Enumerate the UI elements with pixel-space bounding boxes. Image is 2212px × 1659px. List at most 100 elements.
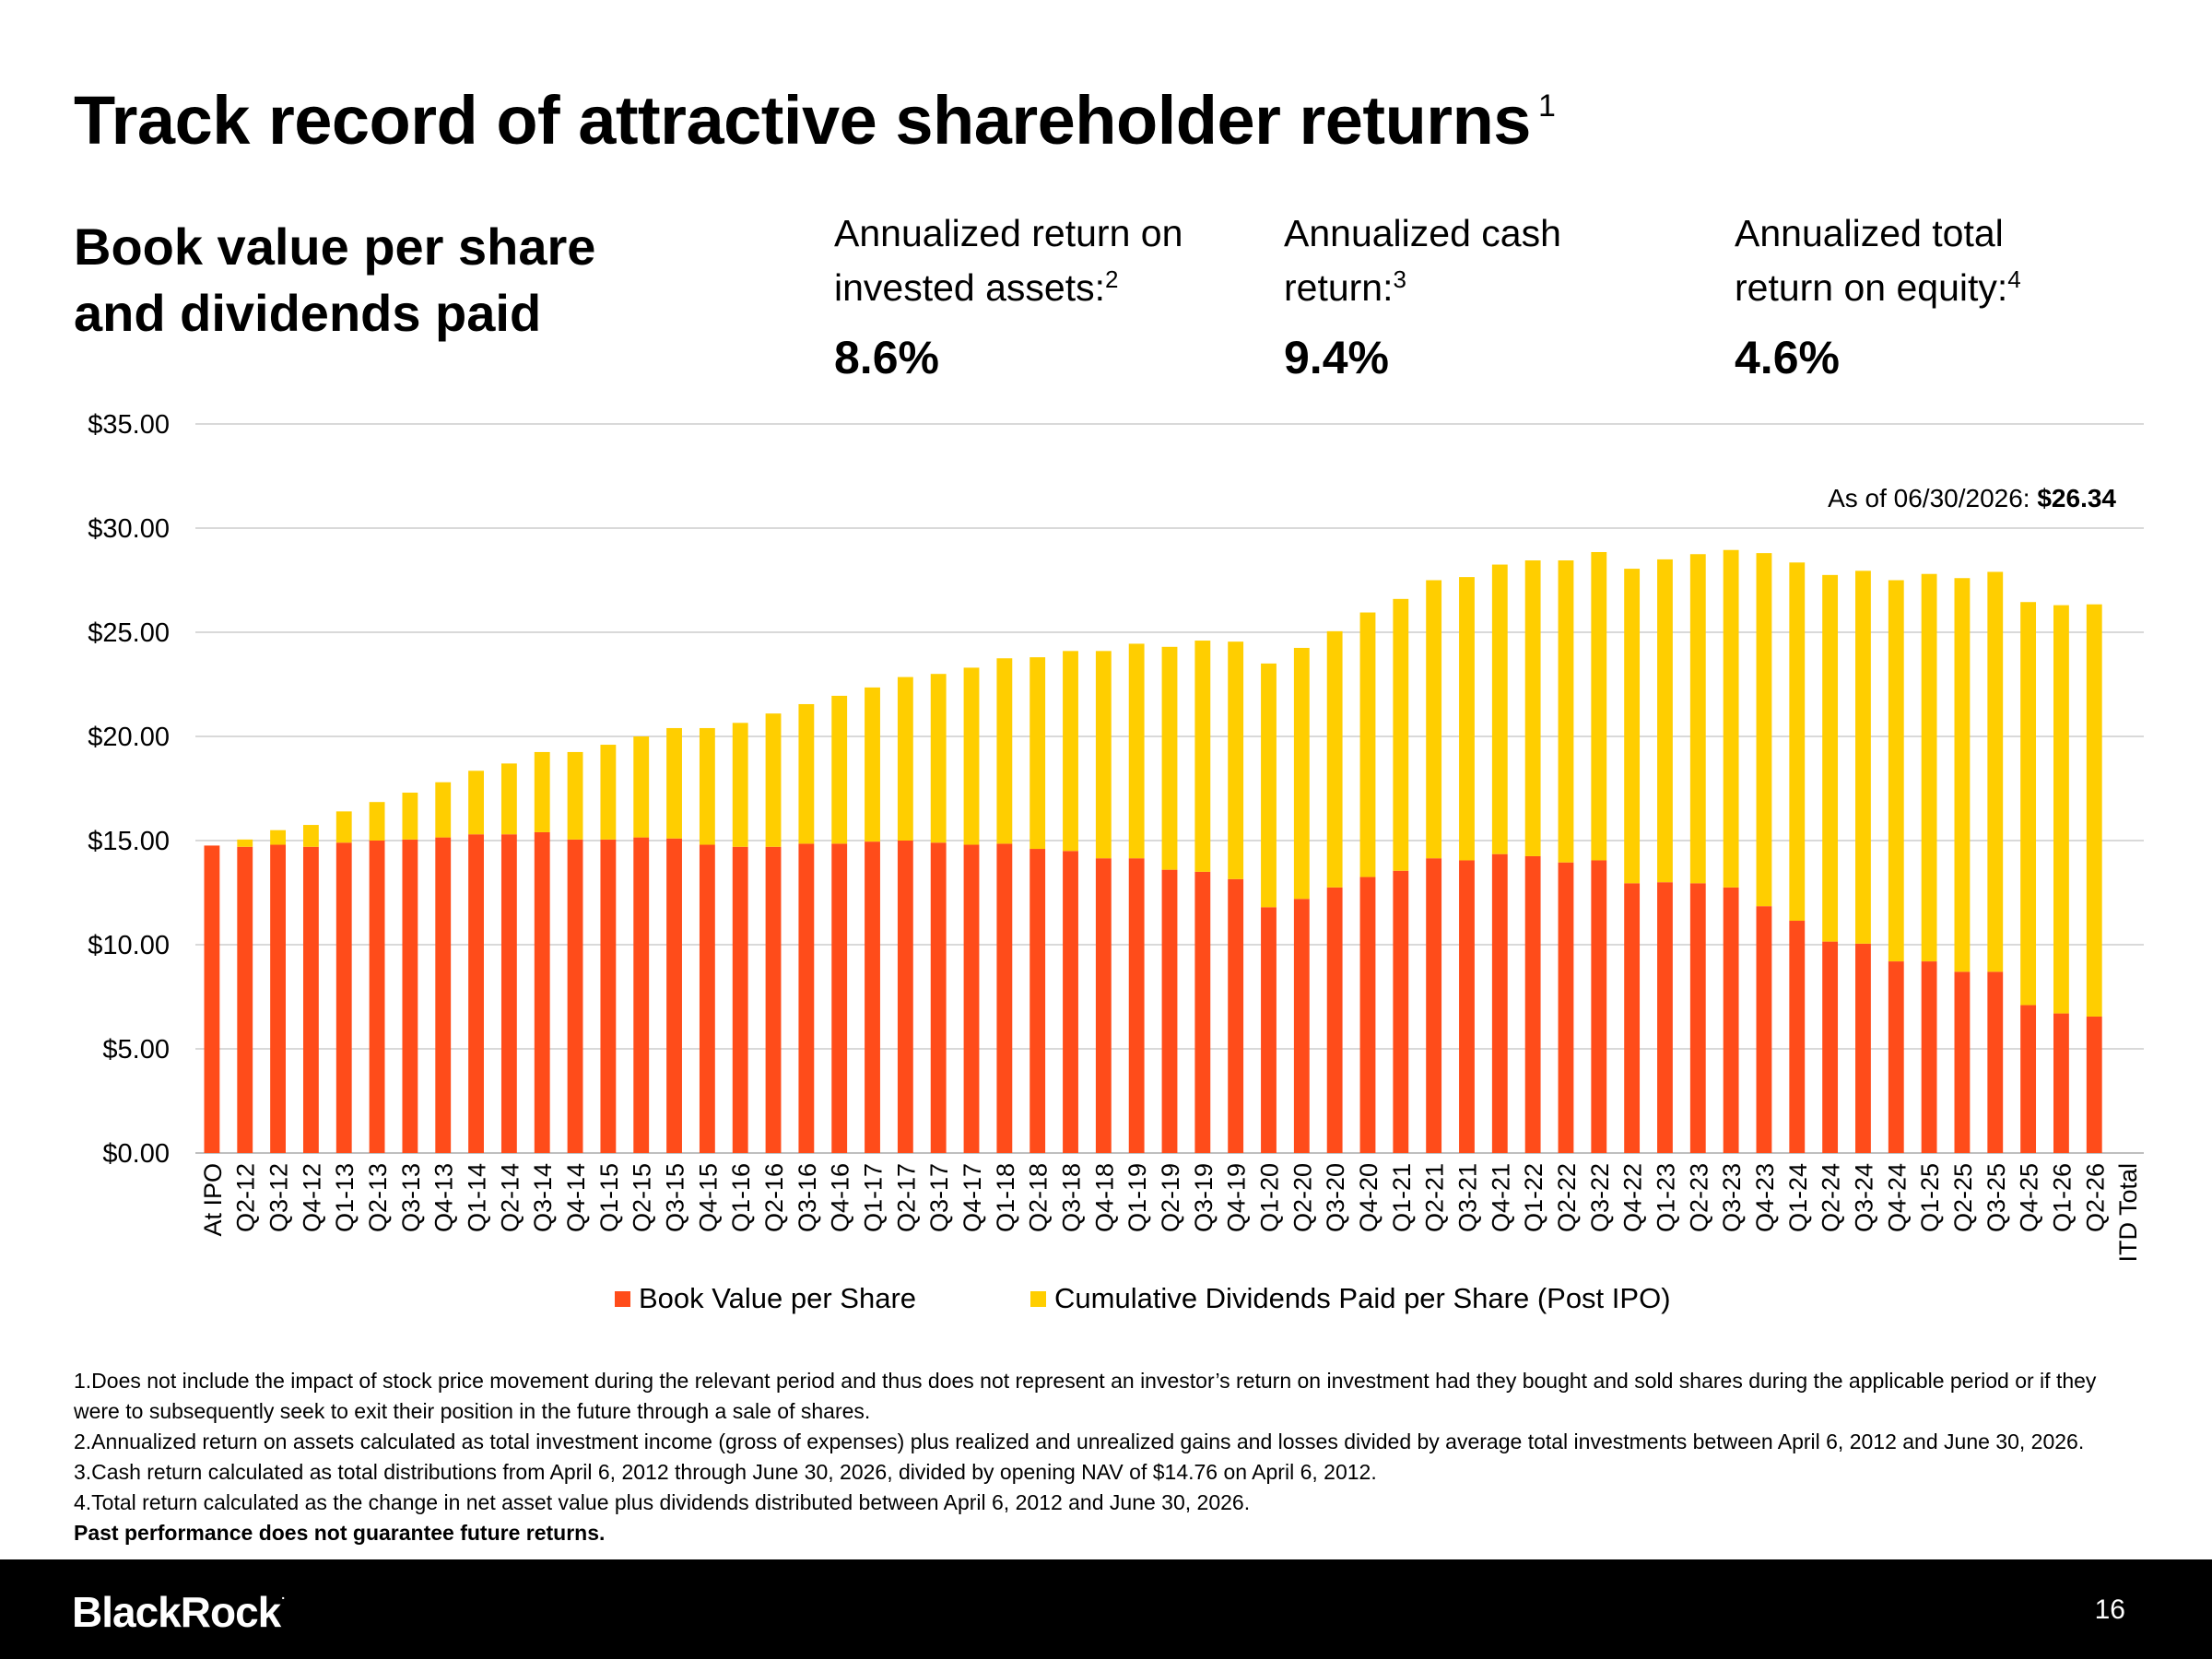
x-tick-label: Q3-15	[662, 1163, 689, 1232]
x-tick-label: Q2-17	[892, 1163, 920, 1232]
bar-cumulative-dividends	[1954, 578, 1971, 972]
bar-cumulative-dividends	[996, 658, 1013, 844]
bar-cumulative-dividends	[699, 727, 715, 845]
x-tick-label: Q2-18	[1025, 1163, 1053, 1232]
bar-book-value	[534, 831, 550, 1153]
legend-label: Book Value per Share	[639, 1282, 917, 1314]
bar-cumulative-dividends	[798, 703, 815, 844]
bar-cumulative-dividends	[1921, 573, 1937, 962]
x-tick-label: Q4-14	[562, 1163, 590, 1232]
subtitle-line-2: and dividends paid	[74, 284, 542, 342]
bar-cumulative-dividends	[2053, 605, 2069, 1014]
bar-book-value	[699, 844, 715, 1153]
x-tick-label: ITD Total	[2114, 1163, 2142, 1263]
bar-book-value	[1987, 971, 2004, 1153]
y-tick-label: $10.00	[88, 931, 170, 960]
bar-cumulative-dividends	[732, 723, 748, 847]
x-tick-label: Q2-19	[1157, 1163, 1184, 1232]
bar-book-value	[831, 843, 848, 1153]
stat-footnote-ref: 2	[1105, 265, 1119, 293]
x-tick-label: Q3-21	[1453, 1163, 1481, 1232]
bar-cumulative-dividends	[1558, 560, 1574, 863]
bar-cumulative-dividends	[1426, 580, 1442, 859]
x-tick-label: Q3-14	[529, 1163, 557, 1232]
bar-cumulative-dividends	[1723, 549, 1739, 888]
bar-book-value	[1359, 877, 1376, 1153]
bar-book-value	[1822, 941, 1839, 1153]
bar-book-value	[1459, 860, 1475, 1153]
legend-swatch-dividends	[1030, 1290, 1046, 1307]
stat-value: 4.6%	[1735, 332, 1840, 383]
bar-book-value	[1293, 899, 1310, 1153]
bar-cumulative-dividends	[963, 667, 980, 845]
bar-book-value	[897, 841, 913, 1153]
subtitle-line-1: Book value per share	[74, 218, 596, 276]
bar-book-value	[930, 842, 947, 1153]
latest-value-annotation: As of 06/30/2026: $26.34	[1828, 484, 2116, 512]
x-tick-label: Q3-18	[1058, 1163, 1086, 1232]
footnote-2: 2.Annualized return on assets calculated…	[74, 1430, 2085, 1453]
legend-label: Cumulative Dividends Paid per Share (Pos…	[1054, 1282, 1671, 1314]
x-tick-label: Q4-22	[1619, 1163, 1647, 1232]
bar-book-value	[435, 837, 452, 1153]
bar-book-value	[567, 839, 583, 1153]
y-tick-label: $5.00	[102, 1035, 170, 1065]
bar-cumulative-dividends	[1624, 569, 1641, 884]
legend-swatch-book-value	[615, 1290, 630, 1307]
x-tick-label: Q3-23	[1718, 1163, 1746, 1232]
y-tick-label: $0.00	[102, 1139, 170, 1169]
footnote-4: 4.Total return calculated as the change …	[74, 1490, 1251, 1514]
stat-label-line-2: return:	[1284, 266, 1394, 309]
bar-cumulative-dividends	[1756, 553, 1772, 907]
bar-cumulative-dividends	[1326, 630, 1343, 888]
x-tick-label: Q3-13	[397, 1163, 425, 1232]
x-tick-label: Q4-12	[298, 1163, 325, 1232]
bar-cumulative-dividends	[1822, 574, 1839, 942]
bar-cumulative-dividends	[1657, 559, 1673, 883]
bar-book-value	[2053, 1013, 2069, 1153]
bar-book-value	[1657, 882, 1673, 1153]
footnote-3: 3.Cash return calculated as total distri…	[74, 1460, 1377, 1484]
bar-cumulative-dividends	[1689, 554, 1706, 884]
x-tick-label: Q4-21	[1487, 1163, 1514, 1232]
bar-cumulative-dividends	[270, 830, 286, 845]
x-tick-label: Q1-22	[1520, 1163, 1547, 1232]
stat-footnote-ref: 3	[1393, 265, 1406, 293]
x-tick-label: Q2-13	[364, 1163, 392, 1232]
x-tick-label: Q4-18	[1090, 1163, 1118, 1232]
x-tick-label: Q3-22	[1586, 1163, 1614, 1232]
stacked-bar-chart: $0.00 $5.00 $10.00 $15.00 $20.00 $25.00 $30.00…	[88, 410, 2144, 1263]
bar-book-value	[237, 846, 253, 1153]
x-tick-label: Q1-25	[1916, 1163, 1944, 1232]
bar-cumulative-dividends	[2086, 604, 2102, 1017]
bar-cumulative-dividends	[369, 802, 385, 841]
bar-cumulative-dividends	[666, 727, 682, 839]
bar-book-value	[1756, 906, 1772, 1153]
bar-book-value	[798, 843, 815, 1153]
bar-cumulative-dividends	[1128, 643, 1145, 859]
bar-cumulative-dividends	[897, 677, 913, 841]
bar-book-value	[2086, 1016, 2102, 1153]
x-tick-label: Q2-20	[1288, 1163, 1316, 1232]
bar-book-value	[270, 844, 286, 1153]
x-tick-label: Q4-13	[430, 1163, 458, 1232]
bar-cumulative-dividends	[831, 695, 848, 844]
bar-cumulative-dividends	[302, 825, 319, 847]
x-tick-label: Q1-19	[1124, 1163, 1151, 1232]
x-tick-label: Q1-18	[992, 1163, 1019, 1232]
bar-book-value	[732, 846, 748, 1153]
x-tick-label: Q1-21	[1388, 1163, 1416, 1232]
bar-book-value	[1128, 858, 1145, 1153]
bar-book-value	[1426, 858, 1442, 1153]
x-tick-label: Q3-17	[925, 1163, 953, 1232]
footer-bar: BlackRock. 16	[0, 1559, 2212, 1659]
bar-cumulative-dividends	[1789, 562, 1806, 922]
y-tick-label: $20.00	[88, 723, 170, 752]
annotation-label: As of 06/30/2026:	[1828, 484, 2037, 512]
bar-book-value	[1326, 887, 1343, 1153]
bar-book-value	[1723, 887, 1739, 1153]
bar-book-value	[1261, 907, 1277, 1153]
stat-footnote-ref: 4	[2007, 265, 2021, 293]
bar-book-value	[335, 842, 352, 1153]
bar-cumulative-dividends	[1194, 641, 1211, 872]
